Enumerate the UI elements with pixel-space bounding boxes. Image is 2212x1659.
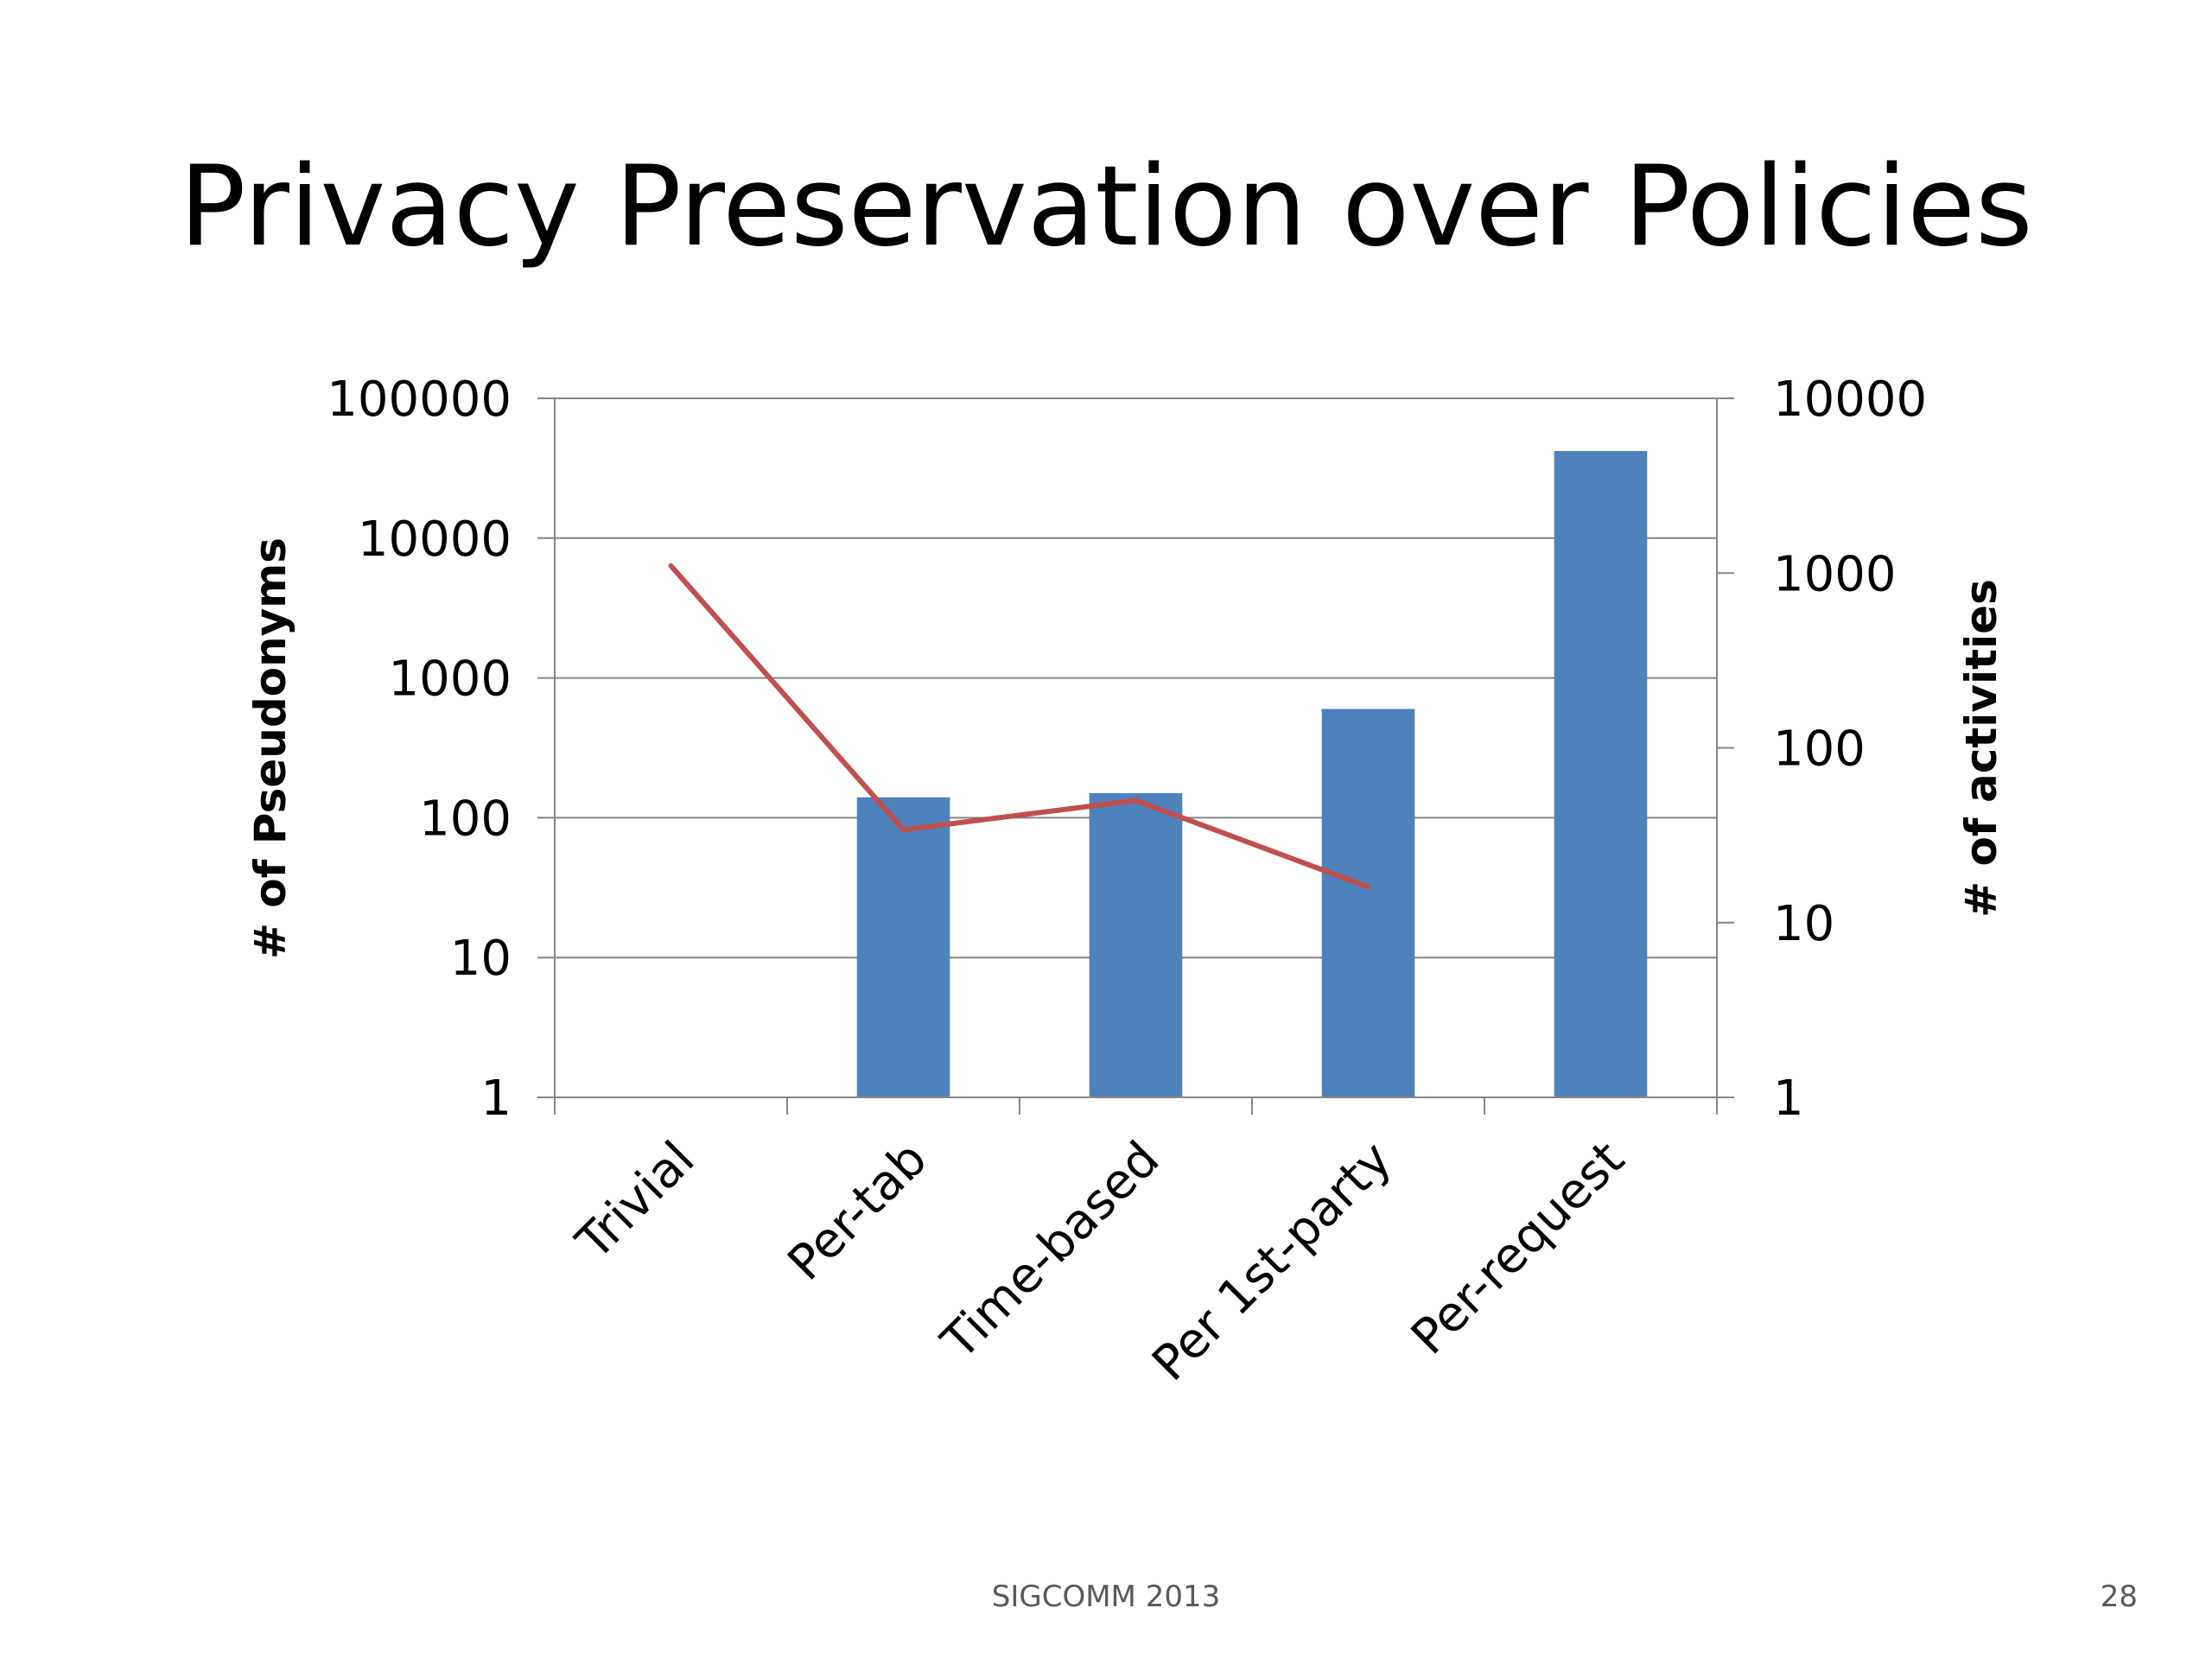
x-tick-label: Per-request [1401, 1131, 1635, 1365]
y-right-tick-label: 100 [1773, 721, 1866, 778]
bar [856, 797, 950, 1097]
y-left-tick-label: 10 [450, 931, 512, 987]
y-axis-right-title: # of activities [1956, 579, 2006, 918]
y-left-tick-label: 100 [419, 791, 512, 847]
y-right-tick-label: 10 [1773, 896, 1834, 952]
bar-series [856, 450, 1648, 1097]
y-axis-left-title: # of Pseudonyms [245, 537, 296, 959]
y-right-tick-label: 1000 [1773, 546, 1897, 602]
y-left-tick-label: 1 [480, 1071, 512, 1127]
footer-conference: SIGCOMM 2013 [991, 1580, 1221, 1614]
axes [537, 397, 1734, 1115]
slide-title: Privacy Preservation over Policies [179, 143, 2033, 271]
x-tick-label: Per-tab [778, 1131, 938, 1292]
line-path [668, 563, 1371, 890]
line-series [668, 563, 1371, 890]
bar [1089, 792, 1183, 1097]
x-tick-label: Per 1st-party [1141, 1131, 1402, 1392]
page-number: 28 [2100, 1580, 2138, 1614]
x-tick-label: Trivial [565, 1131, 705, 1271]
y-left-tick-label: 1000 [388, 652, 512, 708]
y-right-tick-label: 10000 [1773, 372, 1927, 428]
bar [1321, 709, 1415, 1097]
y-right-tick-label: 1 [1773, 1071, 1804, 1127]
y-left-tick-label: 10000 [358, 512, 512, 568]
bar [1554, 450, 1648, 1097]
y-left-tick-label: 100000 [327, 372, 512, 428]
x-tick-label: Time-based [931, 1131, 1170, 1370]
